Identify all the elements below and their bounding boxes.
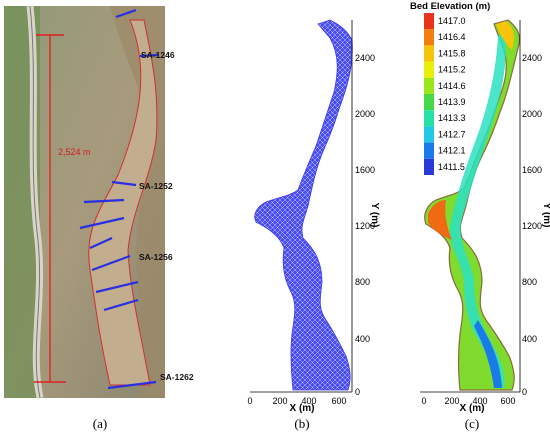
xlabel-b: X (m) <box>290 403 315 414</box>
panel-a-aerial-photo: 2,524 m SA-1246 SA-1252 SA-1256 SA-1262 <box>4 5 194 399</box>
cross-sections <box>79 8 159 390</box>
ytick-b-4: 1600 <box>355 165 375 175</box>
legend-swatch-0 <box>424 13 434 30</box>
legend-swatch-4 <box>424 77 434 94</box>
legend-swatch-8 <box>424 142 434 159</box>
ytick-c-2: 800 <box>522 277 537 287</box>
ytick-c-1: 400 <box>522 334 537 344</box>
elevation-legend: Bed Elevation (m) 1417.0 1416.4 1415.8 1415… <box>410 1 490 175</box>
caption-a: (a) <box>93 416 107 431</box>
high-bar <box>428 200 452 240</box>
ytick-c-4: 1600 <box>522 165 542 175</box>
section-label-1246: SA-1246 <box>141 50 175 60</box>
axes-b <box>250 20 353 393</box>
yticks-b: 0 400 800 1200 1600 2000 2400 <box>355 53 375 397</box>
yticks-c: 0 400 800 1200 1600 2000 2400 <box>522 53 542 397</box>
legend-value-6: 1413.3 <box>438 113 466 123</box>
panel-b-mesh <box>254 19 353 391</box>
section-label-1252: SA-1252 <box>139 181 173 191</box>
xticks-b: 0 200 400 600 <box>247 396 346 406</box>
panel-c-bed-elevation <box>424 19 521 391</box>
ytick-b-0: 0 <box>355 387 360 397</box>
legend-value-9: 1411.5 <box>438 162 465 172</box>
ytick-c-0: 0 <box>522 387 527 397</box>
legend-swatch-1 <box>424 29 434 46</box>
legend-title: Bed Elevation (m) <box>410 1 490 12</box>
legend-swatches: 1417.0 1416.4 1415.8 1415.2 1414.6 1413.9 1413… <box>424 13 466 175</box>
river-channel <box>88 19 158 386</box>
ytick-c-3: 1200 <box>522 221 542 231</box>
ytick-b-2: 800 <box>355 277 370 287</box>
upstream-bar <box>496 21 514 50</box>
xtick-c-1: 200 <box>444 396 459 406</box>
legend-swatch-3 <box>424 61 434 78</box>
legend-value-7: 1412.7 <box>438 129 466 139</box>
xtick-c-3: 600 <box>500 396 515 406</box>
ytick-b-1: 400 <box>355 334 370 344</box>
computational-mesh <box>254 19 353 391</box>
xtick-b-3: 600 <box>331 396 346 406</box>
xlabel-c: X (m) <box>460 403 485 414</box>
legend-value-5: 1413.9 <box>438 97 466 107</box>
deep-pool <box>474 320 502 388</box>
section-label-1262: SA-1262 <box>160 372 194 382</box>
caption-c: (c) <box>465 416 479 431</box>
legend-swatch-2 <box>424 45 434 62</box>
legend-value-0: 1417.0 <box>438 16 466 26</box>
legend-swatch-9 <box>424 158 434 175</box>
ylabel-c: Y (m) <box>541 203 550 228</box>
legend-value-2: 1415.8 <box>438 48 466 58</box>
ytick-c-6: 2400 <box>522 53 542 63</box>
xticks-c: 0 200 400 600 <box>421 396 515 406</box>
ytick-b-5: 2000 <box>355 109 375 119</box>
ytick-b-6: 2400 <box>355 53 375 63</box>
legend-swatch-7 <box>424 126 434 143</box>
ytick-b-3: 1200 <box>355 221 375 231</box>
legend-value-1: 1416.4 <box>438 32 466 42</box>
xtick-c-2: 400 <box>472 396 487 406</box>
xtick-c-0: 0 <box>421 396 426 406</box>
section-label-1256: SA-1256 <box>139 252 173 262</box>
xtick-b-0: 0 <box>247 396 252 406</box>
caption-b: (b) <box>294 416 309 431</box>
legend-swatch-6 <box>424 110 434 127</box>
legend-value-4: 1414.6 <box>438 81 466 91</box>
legend-swatch-5 <box>424 94 434 111</box>
xtick-b-2: 400 <box>301 396 316 406</box>
thalweg-band <box>449 30 506 388</box>
axes-c <box>420 20 521 393</box>
ylabel-b: Y (m) <box>369 203 380 228</box>
legend-value-8: 1412.1 <box>438 146 466 156</box>
scale-label: 2,524 m <box>58 147 91 157</box>
legend-value-3: 1415.2 <box>438 65 466 75</box>
xtick-b-1: 200 <box>272 396 287 406</box>
ytick-c-5: 2000 <box>522 109 542 119</box>
